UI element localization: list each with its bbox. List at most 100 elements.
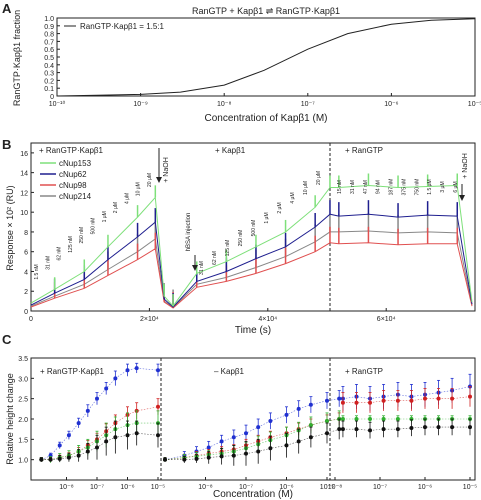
- panel-b-concentration-label: 1 μM: [102, 211, 108, 222]
- panel-a-x-tick-label: 10⁻⁷: [301, 101, 315, 108]
- panel-c-point-black: [219, 454, 224, 459]
- panel-b-concentration-label: 20 μM: [147, 173, 153, 187]
- panel-c-point-red: [340, 400, 345, 405]
- panel-c-point-black: [182, 457, 187, 462]
- panel-c-y-tick-label: 2.0: [18, 417, 28, 424]
- panel-a-y-tick-label: 0.8: [44, 32, 54, 39]
- panel-c-y-tick-label: 1.5: [18, 437, 28, 444]
- panel-label-c: C: [2, 332, 12, 347]
- panel-c-point-blue: [104, 386, 109, 391]
- panel-b-concentration-label: 1.5 μM: [427, 179, 433, 194]
- panel-a-x-tick-label: 10⁻⁹: [133, 101, 147, 108]
- panel-c-points: [39, 362, 472, 466]
- panel-c-point-black: [308, 435, 313, 440]
- panel-c-point-black: [163, 457, 167, 462]
- panel-c-x-tick-label: 10⁻⁷: [373, 484, 387, 491]
- panel-c-x-tick-label: 10⁻⁶: [418, 484, 432, 491]
- panel-a-x-tick-label: 10⁻⁶: [384, 101, 398, 108]
- panel-a-y-ticks: 00.10.20.30.40.50.60.70.80.91.0: [44, 16, 60, 101]
- panel-c-point-red: [409, 398, 414, 403]
- panel-c-point-blue: [206, 445, 211, 450]
- panel-c-point-black: [354, 427, 359, 432]
- panel-c-point-black: [76, 453, 81, 458]
- panel-b-concentration-label: 20 μM: [316, 171, 322, 185]
- panel-c-y-tick-label: 1.0: [18, 458, 28, 465]
- panel-c-point-black: [368, 428, 373, 433]
- panel-c-point-blue: [219, 439, 224, 444]
- panel-a-y-tick-label: 0.1: [44, 86, 54, 93]
- panel-a-y-axis-label: RanGTP·Kapβ1 fraction: [12, 10, 22, 106]
- panel-c-point-black: [436, 425, 441, 430]
- panel-a-y-tick-label: 0.7: [44, 39, 54, 46]
- panel-c-point-blue: [308, 402, 313, 407]
- panel-c-point-blue: [268, 419, 273, 424]
- panel-b-concentration-label: 1.5 nM: [34, 264, 40, 279]
- panel-b-x-tick-label: 0: [29, 316, 33, 323]
- panel-c-x-tick-label: 10⁻⁷: [90, 484, 104, 491]
- panel-c-point-blue: [134, 366, 139, 371]
- panel-b-y-tick-label: 6: [24, 250, 28, 257]
- panel-b-trace-cnup214: [30, 230, 473, 309]
- panel-b-concentration-label: 375 nM: [401, 179, 407, 196]
- panel-b-concentration-label: 125 nM: [68, 236, 74, 253]
- panel-b-y-tick-label: 8: [24, 230, 28, 237]
- panel-b-concentration-label: 31 nM: [199, 261, 205, 275]
- panel-b-concentration-label: 2 μM: [113, 202, 119, 213]
- panel-c-x-tick-label: 10⁻⁷: [239, 484, 253, 491]
- panel-c-point-blue: [244, 431, 248, 436]
- panel-c-x-tick-label: 10⁻⁵: [463, 484, 477, 491]
- panel-c-series-line-red: [164, 418, 340, 460]
- panel-c-x-tick-label: 10⁻⁸: [328, 484, 342, 491]
- panel-b-concentration-label: 750 nM: [414, 179, 420, 196]
- panel-c-point-black: [48, 457, 53, 462]
- panel-a-title: RanGTP + Kapβ1 ⇌ RanGTP·Kapβ1: [192, 6, 340, 16]
- panel-b-concentration-label: 31 nM: [350, 180, 356, 194]
- panel-c-x-tick-label: 10⁻⁵: [151, 484, 165, 491]
- legend-label-cnup62: cNup62: [59, 170, 87, 179]
- panel-b-frame: [30, 142, 476, 312]
- panel-c-point-blue: [296, 406, 301, 411]
- panel-c-point-blue: [125, 368, 130, 373]
- panel-c-point-black: [284, 443, 289, 448]
- panel-c-y-tick-label: 3.5: [18, 356, 28, 363]
- panel-c-point-red: [423, 396, 427, 401]
- panel-c-point-blue: [156, 368, 160, 373]
- panel-b-naoh-arrowhead-1: [156, 177, 162, 183]
- panel-c-frame: [30, 357, 476, 481]
- panel-c-point-black: [156, 433, 160, 438]
- panel-c-point-black: [340, 427, 345, 432]
- panel-b-y-tick-label: 2: [24, 289, 28, 296]
- legend-label-cnup214: cNup214: [59, 192, 92, 201]
- panel-b-concentration-label: 3 μM: [440, 181, 446, 192]
- panel-c-series-line-black: [342, 426, 470, 431]
- panel-c-point-blue: [231, 435, 236, 440]
- panel-c-point-red: [354, 400, 359, 405]
- panel-a-y-tick-label: 0.9: [44, 24, 54, 31]
- panel-b-concentration-label: 47 nM: [363, 180, 369, 194]
- panel-a-x-tick-label: 10⁻⁵: [468, 101, 481, 108]
- panel-b-concentration-label: 62 nM: [57, 247, 63, 261]
- panel-c-point-blue: [284, 412, 289, 417]
- panel-c-section-label-3: + RanGTP: [345, 367, 383, 376]
- panel-c-x-tick-label: 10⁻⁶: [120, 484, 134, 491]
- panel-c-point-black: [296, 439, 301, 444]
- panel-b-x-tick-label: 2×10⁴: [140, 316, 159, 323]
- panel-a-x-axis-label: Concentration of Kapβ1 (M): [204, 113, 327, 124]
- panel-a-y-tick-label: 0.3: [44, 71, 54, 78]
- panel-c-x-tick-label: 10⁻⁸: [59, 484, 73, 491]
- panel-b-concentration-label: 62 nM: [212, 251, 218, 265]
- panel-b-trace-cnup98: [30, 242, 473, 309]
- panel-b-concentration-label: 94 nM: [376, 180, 382, 194]
- panel-c-point-blue: [256, 425, 261, 430]
- panel-b-concentration-label: 500 nM: [91, 218, 97, 235]
- panel-b-x-axis-label: Time (s): [235, 325, 271, 336]
- panel-b-trace-cnup62: [30, 213, 473, 308]
- panel-b-y-axis-label: Response × 10² (RU): [5, 185, 15, 270]
- panel-b-x-tick-label: 6×10⁴: [377, 316, 396, 323]
- panel-c-point-black: [450, 425, 455, 430]
- panel-c-point-black: [423, 425, 427, 430]
- panel-c-point-blue: [325, 398, 329, 403]
- panel-c-series-line-green: [41, 422, 158, 460]
- panel-b-hbsa-label: hBSA injection: [186, 213, 192, 252]
